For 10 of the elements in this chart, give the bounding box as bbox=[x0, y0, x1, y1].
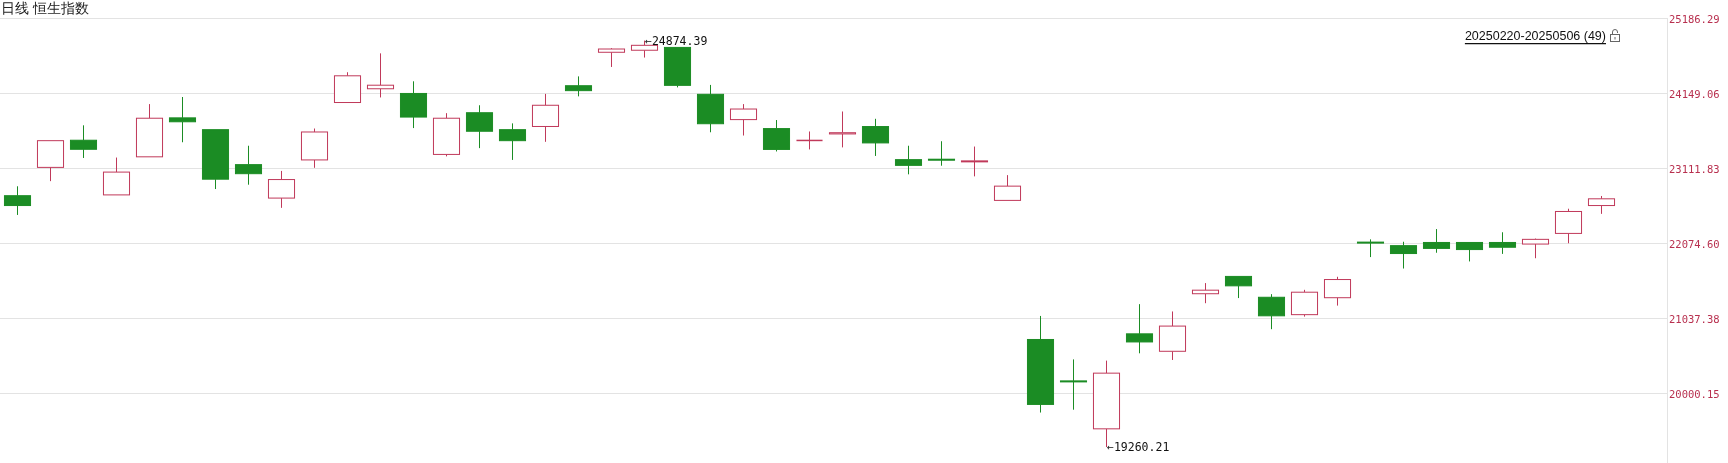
annotation: 20250220-20250506 (49) bbox=[1464, 29, 1606, 43]
y-tick-label: 23111.83 bbox=[1669, 162, 1720, 175]
annotation: ←24874.39 bbox=[645, 33, 708, 48]
y-tick-label: 22074.60 bbox=[1669, 237, 1720, 250]
y-tick-label: 25186.29 bbox=[1669, 12, 1720, 25]
y-tick-label: 20000.15 bbox=[1669, 387, 1720, 400]
y-tick-label: 24149.06 bbox=[1669, 87, 1720, 100]
annotation: ←19260.21 bbox=[1107, 440, 1170, 455]
y-tick-label: 21037.38 bbox=[1669, 312, 1720, 325]
title: 日线 恒生指数 bbox=[1, 0, 89, 16]
